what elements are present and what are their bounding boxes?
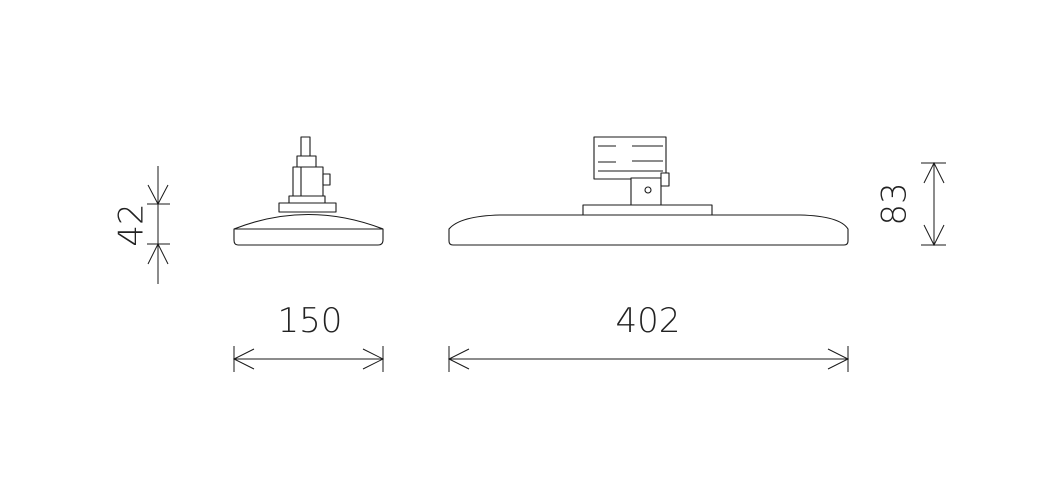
arrow-right-icon [362,348,385,370]
dimension-label-150: 150 [278,301,343,341]
arrow-up-icon [147,242,169,265]
front-luminaire-body [448,214,849,246]
arrow-left-icon [447,348,470,370]
front-view [448,136,849,246]
arrow-right-icon [827,348,850,370]
dimension-front-height: 83 [875,161,946,247]
arrow-down-icon [923,224,945,247]
side-view [233,136,384,246]
dimension-label-83: 83 [875,182,915,225]
side-luminaire-body [233,214,384,246]
dimension-label-402: 402 [616,301,681,341]
side-mount-plate [278,202,337,213]
arrow-down-icon [147,184,169,206]
arrow-up-icon [923,161,945,184]
side-adapter-upper [296,155,317,169]
front-mount-plate [582,204,713,217]
front-adapter-knob [660,172,670,187]
side-adapter-pin [300,136,311,158]
dimension-side-width: 150 [232,301,385,372]
front-adapter-box [593,136,667,180]
dimension-side-height: 42 [112,166,170,284]
front-adapter-screw [644,186,652,194]
side-adapter-body [292,166,324,198]
arrow-left-icon [232,348,255,370]
dimension-front-width: 402 [447,301,850,372]
dimension-label-42: 42 [112,203,152,246]
side-adapter-knob [322,173,331,186]
